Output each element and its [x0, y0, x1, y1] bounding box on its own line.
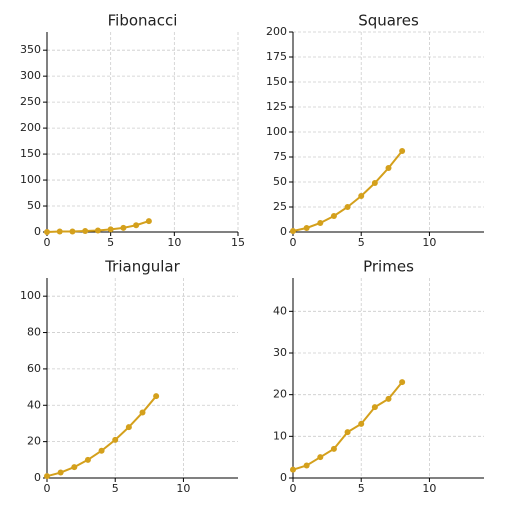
y-tick-label: 0: [34, 471, 41, 484]
point: [317, 454, 324, 461]
point: [112, 436, 119, 443]
y-tick-label: 50: [273, 175, 287, 188]
y-tick-label: 20: [27, 435, 41, 448]
point: [145, 218, 152, 225]
x-tick-label: 15: [231, 236, 245, 249]
y-tick-label: 80: [27, 326, 41, 339]
point: [98, 447, 105, 454]
point: [125, 424, 132, 431]
line: [292, 381, 403, 471]
y-tick-label: 100: [20, 173, 41, 186]
point: [385, 165, 392, 171]
x-tick-label: 0: [290, 236, 297, 249]
y-tick-label: 100: [266, 125, 287, 138]
y-tick-label: 20: [273, 388, 287, 401]
point: [358, 420, 365, 427]
y-tick-label: 10: [273, 429, 287, 442]
y-tick-label: 50: [27, 199, 41, 212]
y-tick-label: 200: [20, 121, 41, 134]
point: [82, 227, 89, 234]
point: [290, 466, 296, 473]
x-tick-label: 0: [290, 482, 297, 495]
y-tick-label: 250: [20, 95, 41, 108]
point: [330, 213, 337, 219]
y-tick-label: 100: [20, 289, 41, 302]
x-tick-label: 10: [422, 482, 436, 495]
x-tick-label: 5: [358, 236, 365, 249]
x-tick-label: 5: [107, 236, 114, 249]
x-tick-label: 10: [167, 236, 181, 249]
y-tick-label: 0: [280, 471, 287, 484]
point: [317, 220, 324, 226]
point: [290, 228, 296, 234]
y-tick-label: 175: [266, 50, 287, 63]
point: [71, 464, 78, 471]
x-tick-label: 0: [44, 236, 51, 249]
chart-title: Fibonacci: [108, 12, 178, 30]
line: [292, 150, 403, 232]
point: [344, 204, 351, 210]
point: [303, 462, 310, 469]
x-tick-label: 10: [176, 482, 190, 495]
point: [94, 227, 101, 234]
point: [44, 473, 50, 480]
point: [133, 222, 140, 229]
y-tick-label: 125: [266, 100, 287, 113]
point: [69, 228, 76, 235]
y-tick-label: 25: [273, 200, 287, 213]
point: [385, 395, 392, 402]
chart-title: Primes: [363, 258, 414, 276]
x-tick-label: 10: [422, 236, 436, 249]
point: [399, 148, 406, 154]
y-tick-label: 75: [273, 150, 287, 163]
y-tick-label: 0: [34, 225, 41, 238]
point: [107, 226, 114, 233]
point: [120, 224, 127, 231]
point: [44, 229, 50, 235]
point: [303, 225, 310, 231]
point: [358, 193, 365, 199]
chart-title: Triangular: [104, 258, 180, 276]
y-tick-label: 350: [20, 43, 41, 56]
y-tick-label: 40: [273, 304, 287, 317]
y-tick-label: 60: [27, 362, 41, 375]
y-tick-label: 150: [20, 147, 41, 160]
point: [330, 445, 337, 452]
point: [84, 456, 91, 463]
point: [399, 379, 406, 386]
point: [344, 429, 351, 436]
x-tick-label: 5: [358, 482, 365, 495]
y-tick-label: 150: [266, 75, 287, 88]
point: [57, 469, 64, 476]
y-tick-label: 300: [20, 69, 41, 82]
point: [371, 404, 378, 411]
point: [371, 180, 378, 186]
point: [153, 393, 160, 400]
x-tick-label: 0: [44, 482, 51, 495]
point: [56, 228, 63, 235]
point: [139, 409, 146, 416]
line: [46, 395, 157, 478]
chart-title: Squares: [358, 12, 419, 30]
y-tick-label: 0: [280, 225, 287, 238]
x-tick-label: 5: [112, 482, 119, 495]
y-tick-label: 200: [266, 25, 287, 38]
y-tick-label: 30: [273, 346, 287, 359]
y-tick-label: 40: [27, 398, 41, 411]
